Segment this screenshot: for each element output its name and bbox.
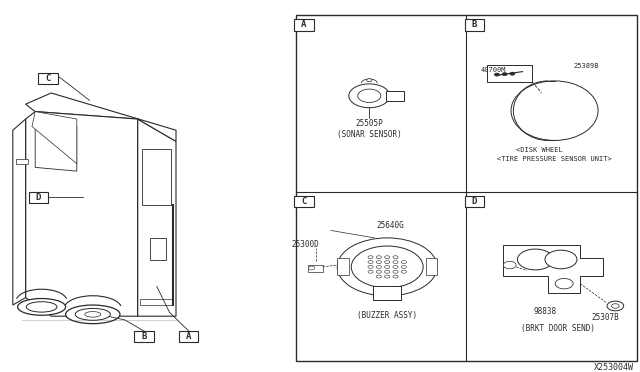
Circle shape [376,265,381,268]
Circle shape [351,246,423,288]
Text: 40700M: 40700M [481,67,506,73]
Circle shape [349,84,390,108]
Text: 25307B: 25307B [592,312,620,322]
Text: A: A [301,20,307,29]
Text: 25300D: 25300D [291,240,319,249]
Text: C: C [45,74,51,83]
Polygon shape [26,112,138,316]
FancyBboxPatch shape [134,331,154,342]
Ellipse shape [84,312,101,317]
Circle shape [376,260,381,263]
Text: D: D [472,197,477,206]
Text: <TIRE PRESSURE SENSOR UNIT>: <TIRE PRESSURE SENSOR UNIT> [497,156,612,162]
Circle shape [401,260,406,263]
Text: 25505P: 25505P [355,119,383,128]
Circle shape [376,270,381,273]
Ellipse shape [65,305,120,324]
Circle shape [368,270,373,273]
Circle shape [555,278,573,289]
Text: (SONAR SENSOR): (SONAR SENSOR) [337,130,402,140]
Circle shape [385,265,390,268]
Circle shape [385,275,390,278]
Circle shape [611,304,619,308]
Bar [488,65,532,82]
Text: 98838: 98838 [533,307,557,316]
Bar [142,149,171,205]
Circle shape [393,260,398,263]
Circle shape [393,270,398,273]
Bar [337,258,349,275]
Polygon shape [26,93,176,141]
Circle shape [368,256,373,259]
Circle shape [401,265,406,268]
Circle shape [517,249,553,270]
Text: (BUZZER ASSY): (BUZZER ASSY) [357,311,417,320]
Bar [16,159,28,164]
Circle shape [504,261,516,269]
Circle shape [367,78,372,81]
FancyBboxPatch shape [465,196,484,207]
Circle shape [368,265,373,268]
Text: A: A [186,332,191,341]
Text: (BRKT DOOR SEND): (BRKT DOOR SEND) [521,324,595,333]
Polygon shape [504,245,603,293]
Text: X253004W: X253004W [594,363,634,372]
Bar [426,258,437,275]
Text: 25389B: 25389B [574,63,599,69]
Text: D: D [36,193,41,202]
Circle shape [401,270,406,273]
FancyBboxPatch shape [294,196,314,207]
FancyBboxPatch shape [465,19,484,31]
Text: 25640G: 25640G [376,221,404,231]
Circle shape [393,256,398,259]
Ellipse shape [76,308,111,320]
Bar [296,15,637,361]
FancyBboxPatch shape [38,73,58,84]
Text: B: B [141,332,147,341]
Circle shape [376,275,381,278]
FancyBboxPatch shape [29,192,48,203]
Circle shape [368,260,373,263]
Bar [373,286,401,301]
Circle shape [308,266,315,270]
Text: B: B [472,20,477,29]
Circle shape [509,72,515,75]
Text: C: C [301,197,307,206]
Circle shape [393,275,398,278]
Circle shape [358,89,381,103]
Circle shape [607,301,623,311]
Polygon shape [138,119,176,316]
Circle shape [393,265,398,268]
Ellipse shape [18,298,65,315]
Bar [308,265,323,272]
Circle shape [385,256,390,259]
Circle shape [494,73,499,76]
Circle shape [545,250,577,269]
Polygon shape [13,119,26,305]
Circle shape [385,270,390,273]
Circle shape [376,256,381,259]
FancyBboxPatch shape [179,331,198,342]
Ellipse shape [26,302,57,312]
Circle shape [385,260,390,263]
Circle shape [337,238,437,296]
FancyBboxPatch shape [294,19,314,31]
Polygon shape [32,112,77,164]
Bar [140,299,172,305]
Bar [150,238,166,260]
Bar [386,91,404,101]
Polygon shape [35,123,77,171]
Text: <DISK WHEEL: <DISK WHEEL [516,147,563,153]
Circle shape [502,73,508,76]
